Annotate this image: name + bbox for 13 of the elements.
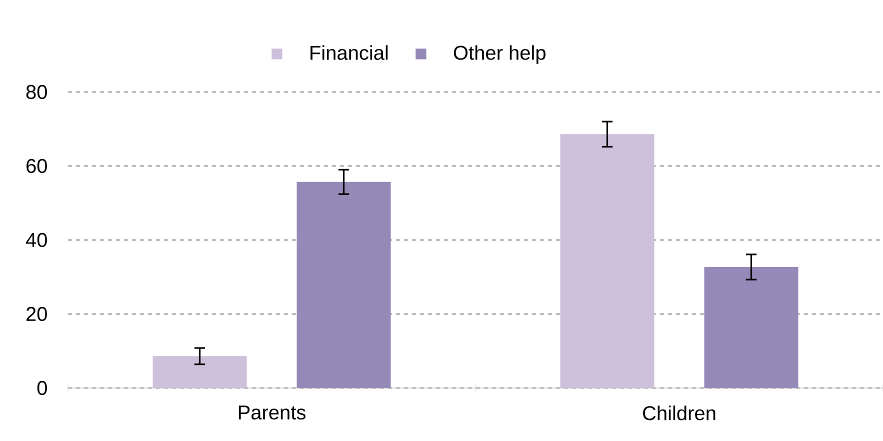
bar	[296, 182, 391, 388]
bar	[152, 356, 247, 388]
y-tick-label: 60	[26, 158, 47, 174]
legend-label: Other help	[454, 45, 546, 64]
x-tick-label: Parents	[238, 406, 306, 420]
y-tick-label: 0	[37, 380, 47, 396]
y-tick-label: 80	[26, 84, 47, 100]
bar	[560, 134, 654, 388]
y-tick-label: 40	[26, 232, 47, 248]
legend-label: Financial	[310, 45, 388, 60]
x-tick-label: Children	[643, 406, 716, 420]
bar	[704, 266, 798, 388]
y-tick-label: 20	[26, 306, 47, 322]
